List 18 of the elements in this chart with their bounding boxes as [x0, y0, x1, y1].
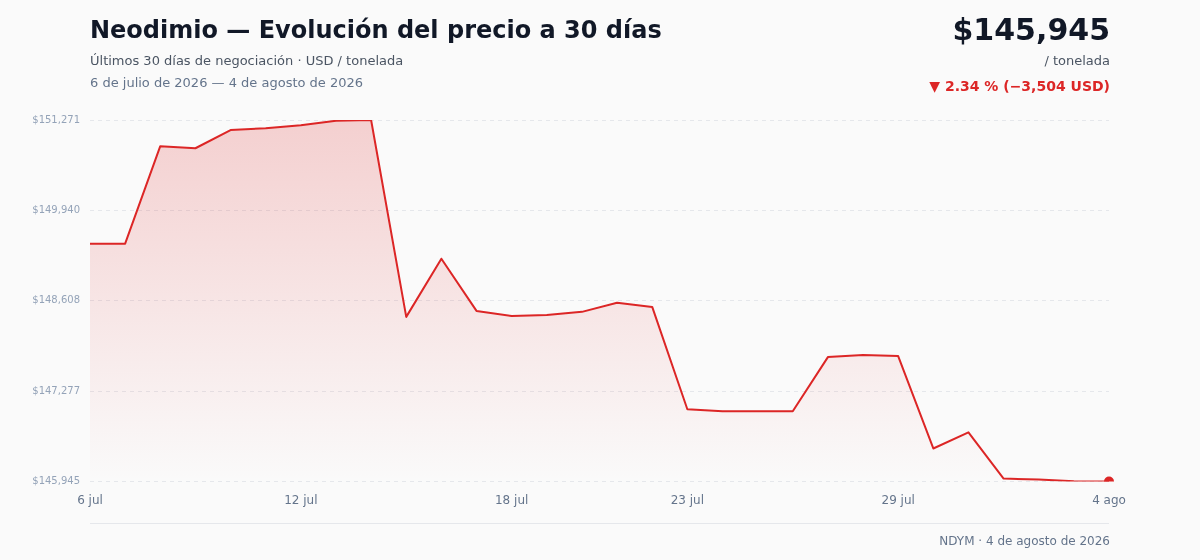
x-tick-label: 12 jul [284, 492, 318, 507]
y-tick-label: $148,608 [32, 294, 80, 306]
chart-title: Neodimio — Evolución del precio a 30 días [90, 16, 662, 44]
chart-subtitle: Últimos 30 días de negociación · USD / tonelada [90, 53, 404, 68]
y-tick-label: $145,945 [32, 475, 80, 487]
text: / tonelada [1044, 53, 1110, 68]
text: 6 de julio de 2026 — 4 de agosto de 2026 [90, 75, 364, 90]
x-tick-label: 29 jul [881, 492, 915, 507]
y-tick-label: $147,277 [32, 384, 80, 396]
x-tick-label: 4 ago [1092, 492, 1126, 507]
x-tick-label: 18 jul [494, 492, 529, 507]
x-tick-label: 6 jul [77, 492, 103, 507]
y-tick-label: $149,940 [32, 203, 80, 215]
x-tick-label: 23 jul [670, 492, 705, 507]
text: $145,945 [952, 12, 1110, 47]
y-tick-label: $151,271 [32, 113, 80, 125]
text: ▼ 2.34 % (−3,504 USD) [929, 78, 1110, 94]
text: NDYM · 4 de agosto de 2026 [939, 534, 1110, 548]
